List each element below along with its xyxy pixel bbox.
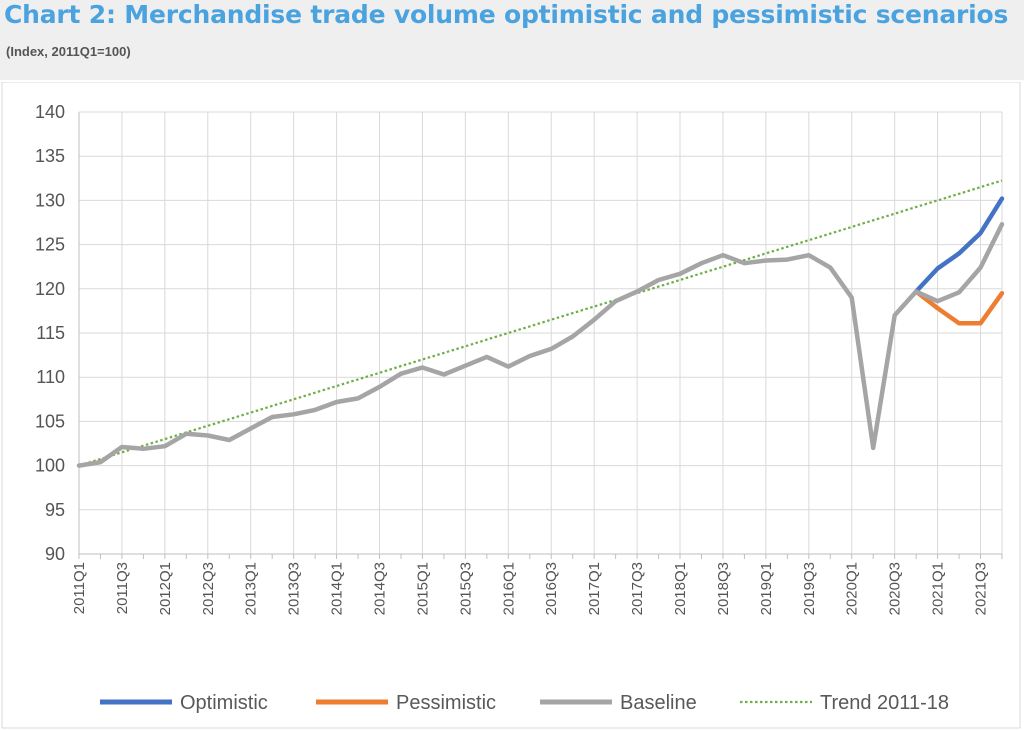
x-tick-label: 2021Q1 — [930, 562, 947, 615]
x-tick-label: 2015Q3 — [457, 562, 474, 615]
x-tick-label: 2014Q3 — [372, 562, 389, 615]
x-tick-label: 2016Q1 — [500, 562, 517, 615]
x-tick-label: 2018Q1 — [672, 562, 689, 615]
x-tick-label: 2011Q1 — [71, 562, 88, 614]
x-tick-label: 2021Q3 — [973, 562, 990, 615]
series-line-pessimistic — [913, 289, 1005, 326]
y-tick-label: 130 — [35, 190, 65, 210]
series-line-optimistic — [913, 196, 1005, 294]
y-tick-label: 115 — [36, 323, 65, 343]
x-tick-label: 2013Q3 — [286, 562, 303, 615]
x-tick-label: 2011Q3 — [114, 562, 131, 614]
x-tick-label: 2013Q1 — [243, 562, 260, 615]
chart-title: Chart 2: Merchandise trade volume optimi… — [4, 0, 1009, 29]
x-tick-label: 2018Q3 — [715, 562, 732, 615]
chart-area: 90 95 100 105 110 115 120 125 130 135 140 2011Q1 201… — [0, 82, 1024, 730]
x-tick-label: 2015Q1 — [414, 562, 431, 615]
chart-subtitle: (Index, 2011Q1=100) — [6, 44, 131, 59]
x-tick-label: 2019Q3 — [801, 562, 818, 615]
header-band: Chart 2: Merchandise trade volume optimi… — [0, 0, 1024, 80]
legend-label-pessimistic: Pessimistic — [396, 692, 496, 714]
y-tick-label: 110 — [36, 367, 65, 387]
y-tick-label: 105 — [35, 411, 65, 431]
y-tick-label: 100 — [35, 456, 65, 476]
y-tick-label: 125 — [35, 235, 65, 255]
legend-label-baseline: Baseline — [620, 692, 697, 714]
x-tick-label: 2020Q3 — [887, 562, 904, 615]
legend-label-trend-2011-18: Trend 2011-18 — [820, 692, 949, 714]
x-tick-label: 2014Q1 — [329, 562, 346, 615]
y-tick-label: 90 — [45, 544, 65, 564]
y-tick-label: 140 — [35, 102, 65, 122]
line-chart: 90 95 100 105 110 115 120 125 130 135 140 2011Q1 201… — [1, 82, 1021, 729]
legend-label-optimistic: Optimistic — [180, 692, 268, 714]
x-tick-label: 2012Q3 — [200, 562, 217, 615]
series-line-baseline — [76, 222, 1005, 468]
x-tick-label: 2017Q3 — [629, 562, 646, 615]
y-tick-label: 95 — [45, 500, 65, 520]
x-tick-label: 2019Q1 — [758, 562, 775, 615]
x-tick-label: 2012Q1 — [157, 562, 174, 615]
chart-frame — [1, 82, 1021, 729]
y-tick-label: 120 — [35, 279, 65, 299]
x-tick-label: 2017Q1 — [586, 562, 603, 615]
x-tick-label: 2020Q1 — [844, 562, 861, 615]
x-tick-label: 2016Q3 — [543, 562, 560, 615]
series-line-trend-2011-18 — [78, 179, 1003, 467]
y-tick-label: 135 — [35, 146, 65, 166]
